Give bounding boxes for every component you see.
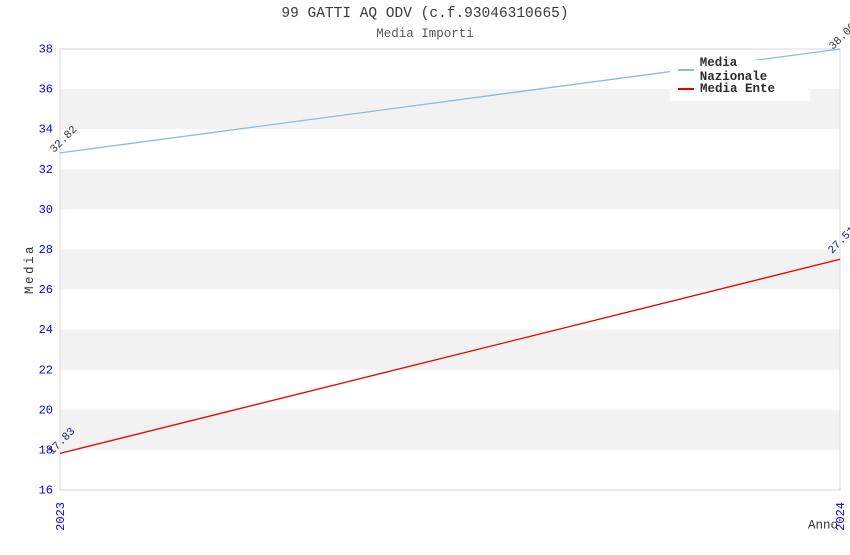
svg-text:34: 34 xyxy=(39,123,53,137)
svg-text:Media: Media xyxy=(23,244,37,294)
svg-text:30: 30 xyxy=(39,203,53,217)
svg-text:20: 20 xyxy=(39,403,53,417)
svg-text:16: 16 xyxy=(39,484,53,498)
svg-text:2023: 2023 xyxy=(54,502,68,531)
svg-text:36: 36 xyxy=(39,83,53,97)
svg-text:26: 26 xyxy=(39,283,53,297)
svg-text:Anno: Anno xyxy=(808,519,838,533)
svg-text:27.51: 27.51 xyxy=(826,225,850,257)
svg-text:24: 24 xyxy=(39,323,53,337)
svg-text:32: 32 xyxy=(39,163,53,177)
svg-text:38: 38 xyxy=(39,43,53,57)
svg-text:28: 28 xyxy=(39,243,53,257)
svg-text:22: 22 xyxy=(39,363,53,377)
